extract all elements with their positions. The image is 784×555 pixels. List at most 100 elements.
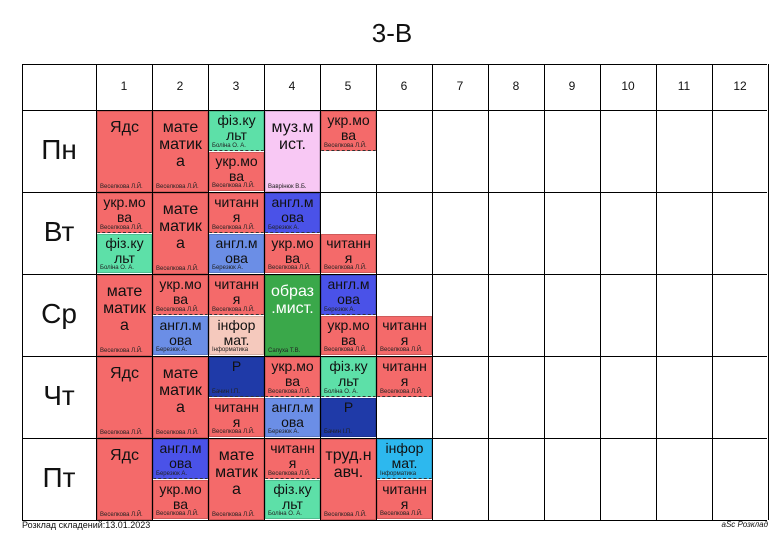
lesson-card[interactable]: фіз.ку льт Боліна О. А. (97, 234, 152, 273)
lesson-card[interactable]: укр.мо ва Веселкова Л.Й. (265, 357, 320, 397)
lesson-card[interactable]: англ.м ова Березюк А. (265, 193, 320, 233)
lesson-card[interactable]: англ.м ова Березюк А. (153, 316, 208, 355)
grid-line-vertical (712, 64, 713, 520)
day-header: Пн (41, 134, 77, 165)
lesson-card[interactable]: мате матик а Веселкова Л.Й. (209, 439, 264, 520)
period-header: 11 (656, 64, 712, 110)
lesson-subject: Р (231, 358, 242, 374)
lesson-teacher: Веселкова Л.Й. (212, 307, 255, 313)
grid-line-horizontal (22, 438, 767, 439)
period-header: 3 (208, 64, 264, 110)
lesson-card[interactable]: укр.мо ва Веселкова Л.Й. (209, 152, 264, 191)
period-header: 5 (320, 64, 376, 110)
lesson-subject: Ядс (110, 119, 139, 136)
lesson-card[interactable]: укр.мо ва Веселкова Л.Й. (153, 275, 208, 315)
lesson-subject: укр.мо ва (159, 276, 202, 307)
day-header: Чт (43, 380, 75, 411)
grid-line-vertical (320, 64, 321, 520)
lesson-card[interactable]: читанн я Веселкова Л.Й. (377, 480, 432, 519)
lesson-card[interactable]: мате матик а Веселкова Л.Й. (153, 111, 208, 192)
lesson-teacher: Боліна О. А. (100, 265, 134, 271)
day-header: Ср (41, 298, 77, 329)
lesson-card[interactable]: укр.мо ва Веселкова Л.Й. (321, 316, 376, 355)
lesson-card[interactable]: фіз.ку льт Боліна О. А. (321, 357, 376, 397)
lesson-card[interactable]: Ядс Веселкова Л.Й. (97, 111, 152, 192)
lesson-card[interactable]: мате матик а Веселкова Л.Й. (153, 357, 208, 438)
lesson-subject: фіз.ку льт (105, 235, 144, 266)
period-header: 12 (712, 64, 768, 110)
lesson-teacher: Веселкова Л.Й. (324, 347, 367, 353)
lesson-card[interactable]: Ядс Веселкова Л.Й. (97, 357, 152, 438)
lesson-card[interactable]: труд.н авч. Веселкова Л.Й. (321, 439, 376, 520)
period-number: 3 (232, 79, 240, 93)
period-number: 1 (120, 79, 128, 93)
period-header: 6 (376, 64, 432, 110)
period-number: 7 (456, 79, 464, 93)
lesson-subject: укр.мо ва (327, 317, 370, 348)
lesson-card[interactable]: читанн я Веселкова Л.Й. (377, 357, 432, 397)
lesson-card[interactable]: читанн я Веселкова Л.Й. (377, 316, 432, 355)
lesson-card[interactable]: читанн я Веселкова Л.Й. (209, 275, 264, 315)
lesson-card[interactable]: фіз.ку льт Боліна О. А. (265, 480, 320, 519)
grid-line-vertical (488, 64, 489, 520)
lesson-card[interactable]: Ядс Веселкова Л.Й. (97, 439, 152, 520)
lesson-card[interactable]: інфор мат. Інформатика (209, 316, 264, 355)
lesson-card[interactable]: муз.м ист. Ваврінюк В.Б. (265, 111, 320, 192)
grid-line-horizontal (22, 356, 767, 357)
lesson-teacher: Веселкова Л.Й. (380, 389, 423, 395)
grid-line-vertical (544, 64, 545, 520)
lesson-teacher: Веселкова Л.Й. (268, 471, 311, 477)
lesson-teacher: Веселкова Л.Й. (212, 429, 255, 435)
lesson-card[interactable]: читанн я Веселкова Л.Й. (265, 439, 320, 479)
lesson-subject: читанн я (326, 235, 371, 266)
lesson-teacher: Веселкова Л.Й. (324, 512, 367, 518)
lesson-card[interactable]: фіз.ку льт Боліна О. А. (209, 111, 264, 151)
lesson-subject: англ.м ова (159, 317, 202, 348)
grid-line-vertical (376, 64, 377, 520)
lesson-card[interactable]: англ.м ова Березюк А. (153, 439, 208, 479)
lesson-card[interactable]: читанн я Веселкова Л.Й. (209, 398, 264, 437)
lesson-subject: фіз.ку льт (273, 481, 312, 512)
grid-line-vertical (96, 64, 97, 520)
timetable-title: 3-В (371, 18, 413, 48)
lesson-card[interactable]: укр.мо ва Веселкова Л.Й. (321, 111, 376, 151)
lesson-card[interactable]: Р Бачин І.П. (321, 398, 376, 437)
grid-line-vertical (656, 64, 657, 520)
lesson-subject: укр.мо ва (327, 112, 370, 143)
grid-line-vertical (264, 64, 265, 520)
lesson-subject: читанн я (382, 317, 427, 348)
lesson-subject: укр.мо ва (271, 358, 314, 389)
lesson-card[interactable]: образ .мист. Сапуха Т.В. (265, 275, 320, 356)
lesson-card[interactable]: Р Бачин І.П. (209, 357, 264, 397)
lesson-subject: укр.мо ва (215, 153, 258, 184)
lesson-subject: Ядс (110, 365, 139, 382)
lesson-teacher: Веселкова Л.Й. (268, 389, 311, 395)
lesson-subject: мате матик а (159, 119, 202, 170)
lesson-subject: фіз.ку льт (329, 358, 368, 389)
lesson-teacher: Інформатика (212, 347, 249, 353)
lesson-subject: мате матик а (215, 447, 258, 498)
period-number: 4 (288, 79, 296, 93)
lesson-card[interactable]: англ.м ова Березюк А. (321, 275, 376, 315)
lesson-teacher: Боліна О. А. (324, 389, 358, 395)
lesson-teacher: Бачин І.П. (212, 389, 240, 395)
lesson-card[interactable]: мате матик а Веселкова Л.Й. (153, 193, 208, 274)
lesson-card[interactable]: укр.мо ва Веселкова Л.Й. (97, 193, 152, 233)
lesson-subject: англ.м ова (159, 440, 202, 471)
lesson-card[interactable]: англ.м ова Березюк А. (265, 398, 320, 437)
lesson-card[interactable]: укр.мо ва Веселкова Л.Й. (265, 234, 320, 273)
lesson-card[interactable]: англ.м ова Березюк А. (209, 234, 264, 273)
lesson-card[interactable]: читанн я Веселкова Л.Й. (209, 193, 264, 233)
lesson-card[interactable]: укр.мо ва Веселкова Л.Й. (153, 480, 208, 519)
period-header: 2 (152, 64, 208, 110)
lesson-teacher: Веселкова Л.Й. (156, 430, 199, 436)
grid-line-vertical (432, 64, 433, 520)
lesson-teacher: Веселкова Л.Й. (156, 511, 199, 517)
lesson-subject: інфор мат. (217, 317, 256, 348)
lesson-card[interactable]: інфор мат. Інформатика (377, 439, 432, 479)
grid-line-horizontal (22, 520, 767, 521)
grid-line-horizontal (22, 192, 767, 193)
lesson-card[interactable]: мате матик а Веселкова Л.Й. (97, 275, 152, 356)
lesson-card[interactable]: читанн я Веселкова Л.Й. (321, 234, 376, 273)
